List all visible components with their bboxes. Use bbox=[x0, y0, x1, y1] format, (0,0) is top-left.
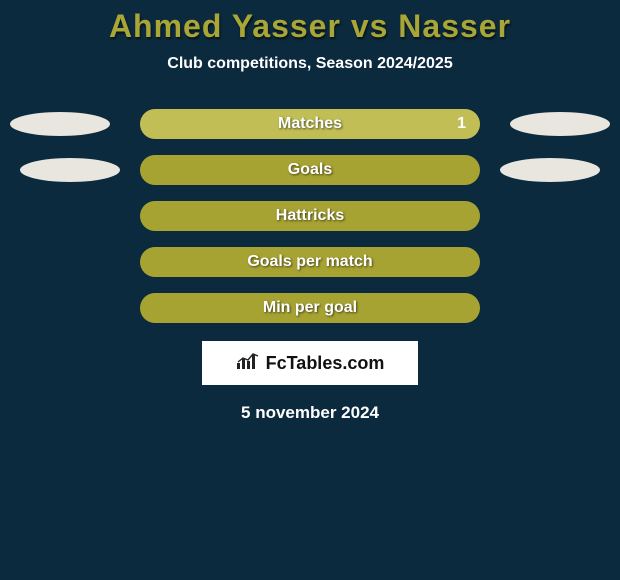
ellipse-right bbox=[500, 158, 600, 182]
page-subtitle: Club competitions, Season 2024/2025 bbox=[0, 55, 620, 73]
ellipse-left bbox=[20, 158, 120, 182]
stat-label: Goals per match bbox=[247, 253, 372, 271]
stat-bar: Goals per match bbox=[140, 247, 480, 277]
stat-bar: Matches 1 bbox=[140, 109, 480, 139]
stat-row: Min per goal bbox=[0, 293, 620, 323]
stat-row: Goals bbox=[0, 155, 620, 185]
stat-label: Min per goal bbox=[263, 299, 357, 317]
stat-row: Hattricks bbox=[0, 201, 620, 231]
stat-bar: Hattricks bbox=[140, 201, 480, 231]
stat-row: Matches 1 bbox=[0, 109, 620, 139]
stat-label: Hattricks bbox=[276, 207, 344, 225]
stat-label: Goals bbox=[288, 161, 332, 179]
stats-container: Matches 1 Goals Hattricks Goals per match Min… bbox=[0, 109, 620, 323]
stat-value: 1 bbox=[457, 115, 466, 133]
page-title: Ahmed Yasser vs Nasser bbox=[0, 0, 620, 45]
stat-bar: Min per goal bbox=[140, 293, 480, 323]
date-text: 5 november 2024 bbox=[0, 403, 620, 423]
logo-box: FcTables.com bbox=[202, 341, 418, 385]
stat-label: Matches bbox=[278, 115, 342, 133]
stat-row: Goals per match bbox=[0, 247, 620, 277]
ellipse-right bbox=[510, 112, 610, 136]
stat-bar: Goals bbox=[140, 155, 480, 185]
logo-text: FcTables.com bbox=[266, 353, 385, 374]
bar-chart-icon bbox=[236, 351, 260, 376]
ellipse-left bbox=[10, 112, 110, 136]
